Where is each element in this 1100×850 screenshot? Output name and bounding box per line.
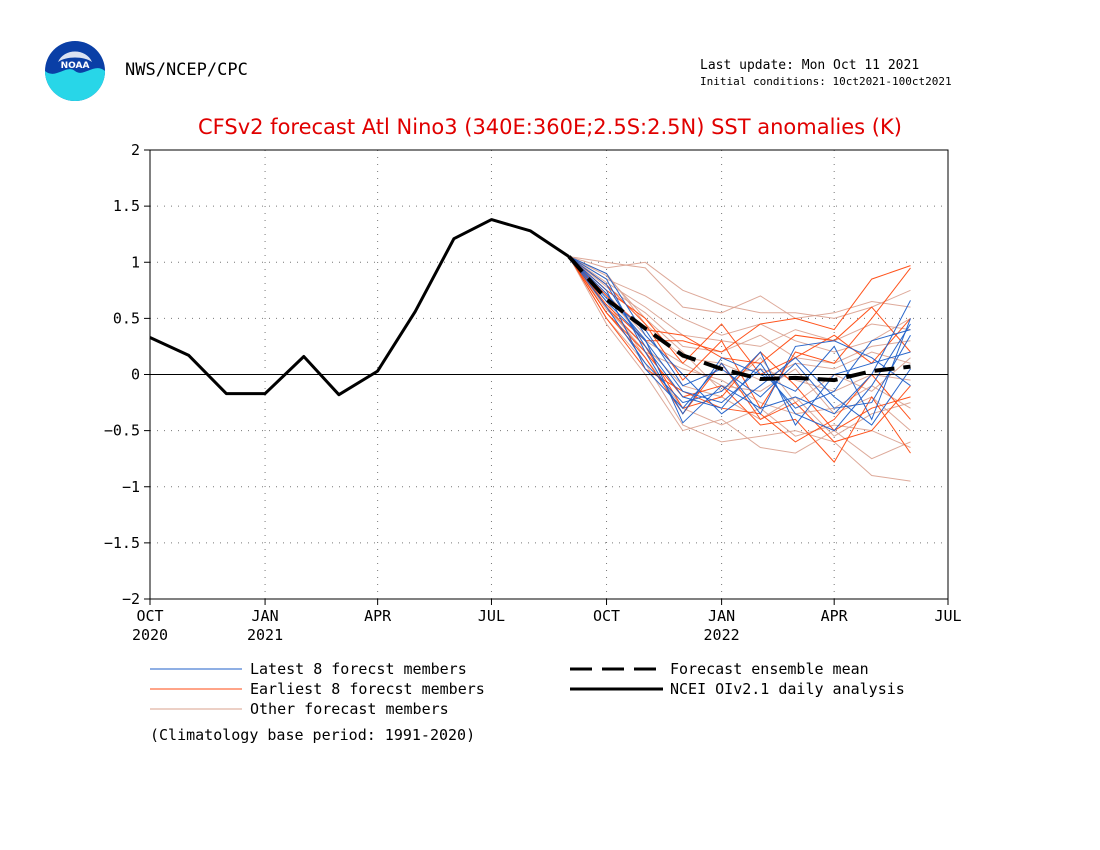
legend-swatch-other bbox=[150, 708, 242, 710]
x-tick-label: JUL bbox=[478, 607, 505, 625]
climatology-footnote: (Climatology base period: 1991-2020) bbox=[150, 726, 476, 744]
forecast-member-line-latest bbox=[568, 256, 911, 426]
legend-label-observed: NCEI OIv2.1 daily analysis bbox=[670, 680, 905, 698]
logo-text: NOAA bbox=[61, 61, 90, 71]
x-tick-year-label: 2020 bbox=[132, 626, 168, 644]
forecast-member-line-latest bbox=[568, 256, 911, 421]
forecast-member-line-latest bbox=[568, 256, 911, 409]
y-tick-label: −2 bbox=[122, 590, 140, 608]
x-tick-label: OCT bbox=[136, 607, 163, 625]
legend-label-other: Other forecast members bbox=[250, 700, 449, 718]
forecast-member-line-latest bbox=[568, 256, 911, 424]
y-tick-label: 0 bbox=[131, 366, 140, 384]
forecast-member-line-latest bbox=[568, 256, 911, 415]
legend-swatch-latest bbox=[150, 668, 242, 670]
x-tick-year-label: 2022 bbox=[704, 626, 740, 644]
axis-ticks bbox=[144, 149, 949, 605]
y-tick-label: −1 bbox=[122, 478, 140, 496]
forecast-member-line-latest bbox=[568, 256, 911, 409]
y-tick-label: 1 bbox=[131, 253, 140, 271]
chart-title: CFSv2 forecast Atl Nino3 (340E:360E;2.5S… bbox=[198, 115, 902, 139]
y-tick-label: 0.5 bbox=[113, 309, 140, 327]
agency-label: NWS/NCEP/CPC bbox=[125, 60, 248, 80]
forecast-member-line-latest bbox=[568, 256, 911, 426]
last-update-text: Last update: Mon Oct 11 2021 bbox=[700, 58, 920, 73]
legend-label-latest: Latest 8 forecst members bbox=[250, 660, 467, 678]
forecast-member-line-earliest bbox=[568, 256, 911, 364]
y-tick-labels: −2 −1.5 −1 −0.5 0 0.5 1 1.5 2 bbox=[104, 141, 140, 608]
forecast-member-line-other bbox=[568, 256, 911, 482]
x-tick-label: JAN bbox=[708, 607, 735, 625]
x-tick-label: APR bbox=[364, 607, 392, 625]
forecast-member-line-other bbox=[568, 256, 911, 347]
x-tick-label: OCT bbox=[593, 607, 620, 625]
forecast-member-line-earliest bbox=[568, 256, 911, 463]
legend-swatch-earliest bbox=[150, 688, 242, 690]
forecast-member-line-other bbox=[568, 256, 911, 319]
main-series bbox=[149, 218, 911, 397]
forecast-members bbox=[568, 256, 911, 482]
legend-swatch-observed bbox=[570, 687, 663, 691]
ensemble-mean-line bbox=[567, 255, 911, 383]
initial-conditions-text: Initial conditions: 10ct2021-100ct2021 bbox=[700, 75, 952, 88]
x-tick-label: JUL bbox=[934, 607, 961, 625]
legend-swatch-mean bbox=[570, 667, 663, 671]
forecast-member-line-earliest bbox=[568, 256, 911, 443]
y-tick-label: 2 bbox=[131, 141, 140, 159]
forecast-member-line-other bbox=[568, 256, 911, 353]
y-tick-label: −1.5 bbox=[104, 534, 140, 552]
legend-label-earliest: Earliest 8 forecst members bbox=[250, 680, 485, 698]
y-tick-label: −0.5 bbox=[104, 422, 140, 440]
forecast-member-line-other bbox=[568, 256, 911, 460]
forecast-member-line-other bbox=[568, 256, 911, 437]
x-tick-label: APR bbox=[821, 607, 849, 625]
y-tick-label: 1.5 bbox=[113, 197, 140, 215]
observed-analysis-line bbox=[149, 218, 570, 397]
forecast-member-line-earliest bbox=[568, 256, 911, 353]
x-tick-year-label: 2021 bbox=[247, 626, 283, 644]
forecast-member-line-earliest bbox=[568, 256, 911, 443]
noaa-logo-icon: NOAA bbox=[45, 41, 105, 101]
legend-label-mean: Forecast ensemble mean bbox=[670, 660, 869, 678]
x-tick-label: JAN bbox=[252, 607, 279, 625]
